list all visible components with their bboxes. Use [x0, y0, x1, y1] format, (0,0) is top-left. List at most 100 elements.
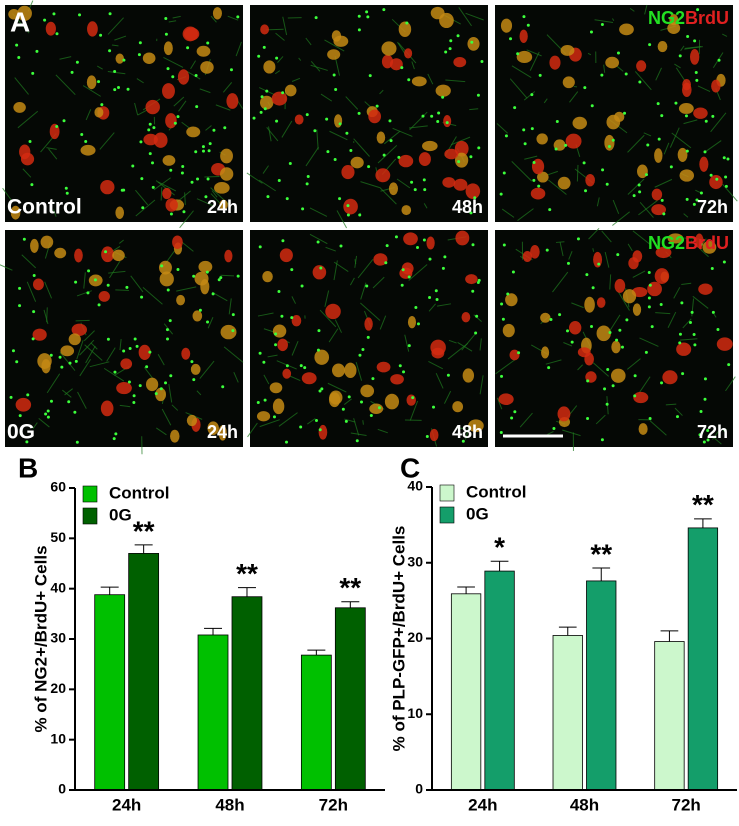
puncta	[660, 381, 663, 384]
puncta	[726, 158, 729, 161]
puncta	[608, 145, 611, 148]
nucleus	[623, 289, 636, 303]
nucleus	[273, 325, 286, 338]
y-tick-label: 40	[407, 478, 423, 494]
puncta	[278, 179, 281, 182]
nucleus	[198, 261, 212, 273]
puncta	[358, 28, 361, 31]
puncta	[75, 360, 78, 363]
puncta	[423, 239, 426, 242]
puncta	[513, 410, 516, 413]
nucleus	[170, 430, 179, 443]
puncta	[711, 115, 714, 118]
nucleus	[213, 7, 222, 19]
nucleus	[463, 368, 474, 382]
puncta	[266, 195, 269, 198]
puncta	[139, 384, 142, 387]
puncta	[555, 147, 558, 150]
puncta	[371, 377, 374, 380]
puncta	[469, 155, 472, 158]
puncta	[80, 133, 83, 136]
time-label: 24h	[207, 422, 238, 442]
puncta	[114, 432, 117, 435]
puncta	[15, 360, 18, 363]
condition-label: Control	[7, 196, 82, 219]
puncta	[260, 111, 263, 114]
puncta	[264, 399, 267, 402]
puncta	[164, 381, 167, 384]
puncta	[638, 183, 641, 186]
nucleus	[30, 239, 39, 253]
puncta	[155, 392, 158, 395]
nucleus	[611, 369, 626, 383]
process	[204, 177, 219, 178]
puncta	[315, 16, 318, 19]
puncta	[262, 361, 265, 364]
puncta	[609, 331, 612, 334]
puncta	[411, 396, 414, 399]
significance: **	[133, 515, 155, 546]
puncta	[437, 111, 440, 114]
puncta	[661, 199, 664, 202]
puncta	[685, 114, 688, 117]
process	[76, 320, 90, 321]
puncta	[12, 349, 15, 352]
nucleus	[87, 75, 97, 89]
puncta	[113, 437, 116, 440]
puncta	[416, 246, 419, 249]
nucleus	[520, 30, 528, 43]
nucleus	[195, 272, 209, 286]
puncta	[503, 244, 506, 247]
puncta	[645, 173, 648, 176]
puncta	[18, 304, 21, 307]
puncta	[63, 119, 66, 122]
puncta	[303, 366, 306, 369]
nucleus	[573, 117, 587, 130]
puncta	[633, 394, 636, 397]
nucleus	[662, 370, 677, 384]
process	[220, 275, 233, 276]
puncta	[99, 34, 102, 37]
stain-label: NG2BrdU	[648, 8, 729, 28]
nucleus	[444, 149, 458, 160]
puncta	[601, 168, 604, 171]
nucleus	[597, 297, 606, 308]
puncta	[399, 364, 402, 367]
puncta	[370, 414, 373, 417]
puncta	[67, 400, 70, 403]
nucleus	[187, 415, 197, 426]
puncta	[277, 290, 280, 293]
nucleus	[46, 22, 56, 36]
puncta	[147, 128, 150, 131]
nucleus	[191, 364, 201, 375]
puncta	[517, 351, 520, 354]
puncta	[104, 250, 107, 253]
nucleus	[282, 369, 291, 379]
process	[556, 242, 564, 243]
nucleus	[200, 61, 213, 74]
puncta	[285, 441, 288, 444]
puncta	[68, 362, 71, 365]
puncta	[522, 128, 525, 131]
nucleus	[364, 317, 372, 330]
puncta	[334, 88, 337, 91]
y-tick-label: 60	[50, 479, 66, 495]
puncta	[166, 328, 169, 331]
nucleus	[178, 69, 189, 84]
puncta	[186, 46, 189, 49]
puncta	[60, 366, 63, 369]
puncta	[236, 15, 239, 18]
legend-swatch	[83, 508, 97, 524]
puncta	[395, 235, 398, 238]
nucleus	[325, 304, 341, 319]
puncta	[477, 146, 480, 149]
y-tick-label: 10	[50, 730, 66, 746]
puncta	[660, 114, 663, 117]
nucleus	[399, 21, 412, 37]
nucleus	[272, 92, 287, 106]
y-axis-label: % of NG2+/BrdU+ Cells	[31, 545, 50, 732]
puncta	[113, 371, 116, 374]
puncta	[401, 284, 404, 287]
nucleus	[273, 399, 284, 415]
puncta	[113, 88, 116, 91]
